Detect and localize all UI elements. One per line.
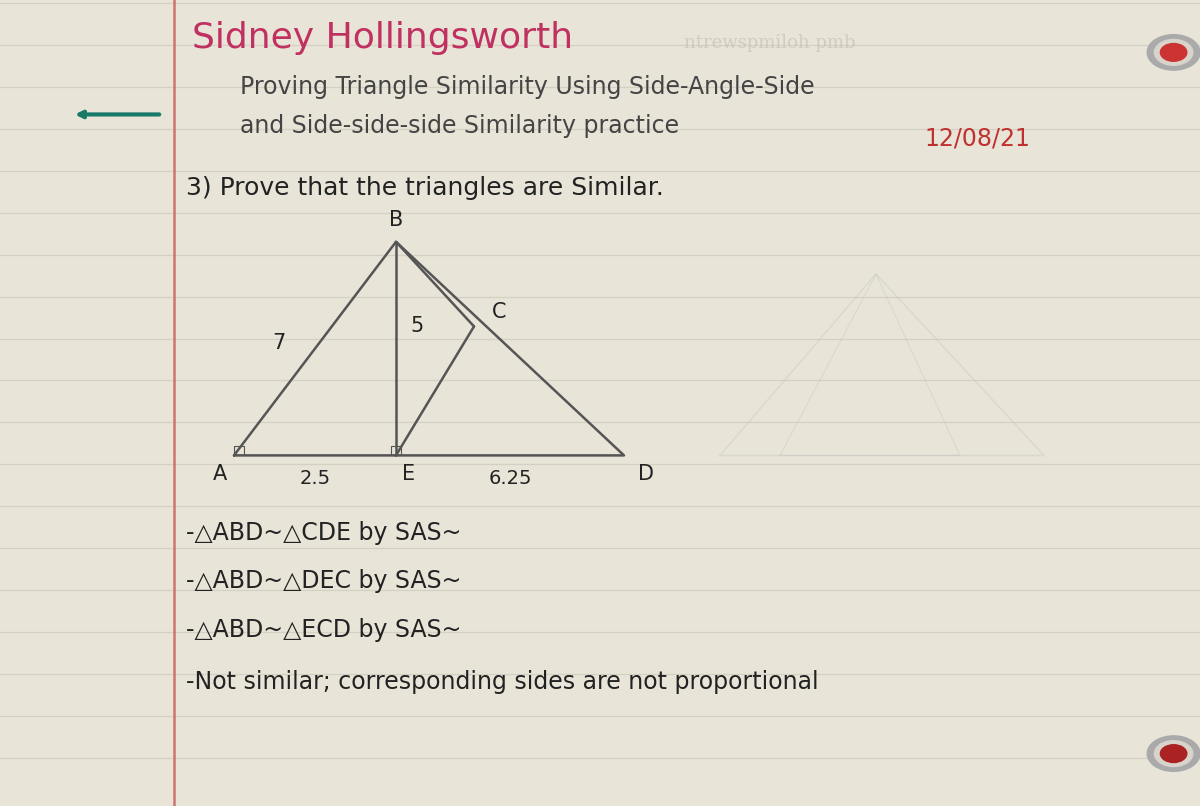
Bar	[234, 446, 244, 455]
Text: E: E	[402, 463, 415, 484]
Circle shape	[1160, 745, 1187, 762]
Text: 2.5: 2.5	[300, 468, 330, 488]
Text: Proving Triangle Similarity Using Side-Angle-Side: Proving Triangle Similarity Using Side-A…	[240, 75, 815, 99]
Text: -△ABD~△CDE by SAS~: -△ABD~△CDE by SAS~	[186, 521, 462, 545]
Text: ntrewspmiloh pmb: ntrewspmiloh pmb	[684, 35, 856, 52]
Circle shape	[1154, 39, 1193, 65]
Circle shape	[1147, 736, 1200, 771]
Text: A: A	[212, 463, 227, 484]
Circle shape	[1154, 741, 1193, 767]
Text: D: D	[638, 463, 654, 484]
Bar	[391, 446, 401, 455]
Text: B: B	[389, 210, 403, 230]
Text: 7: 7	[271, 333, 286, 352]
Text: -△ABD~△ECD by SAS~: -△ABD~△ECD by SAS~	[186, 617, 462, 642]
Circle shape	[1147, 35, 1200, 70]
Text: -Not similar; corresponding sides are not proportional: -Not similar; corresponding sides are no…	[186, 670, 818, 694]
Text: C: C	[492, 302, 506, 322]
Text: -△ABD~△DEC by SAS~: -△ABD~△DEC by SAS~	[186, 569, 462, 593]
Text: 12/08/21: 12/08/21	[924, 126, 1030, 150]
Circle shape	[1160, 44, 1187, 61]
Text: and Side-side-side Similarity practice: and Side-side-side Similarity practice	[240, 114, 679, 138]
Text: 3) Prove that the triangles are Similar.: 3) Prove that the triangles are Similar.	[186, 176, 664, 200]
Text: 5: 5	[410, 317, 424, 336]
Text: Sidney Hollingsworth: Sidney Hollingsworth	[192, 22, 574, 56]
Text: 6.25: 6.25	[488, 468, 532, 488]
